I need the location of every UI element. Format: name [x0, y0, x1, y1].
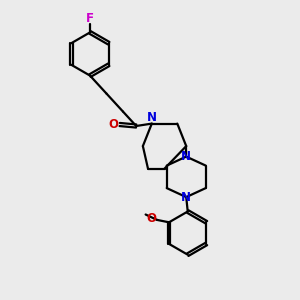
Text: N: N	[147, 111, 157, 124]
Text: O: O	[147, 212, 157, 226]
Text: N: N	[181, 190, 191, 204]
Text: O: O	[108, 118, 118, 131]
Text: F: F	[86, 12, 94, 26]
Text: N: N	[181, 150, 191, 163]
